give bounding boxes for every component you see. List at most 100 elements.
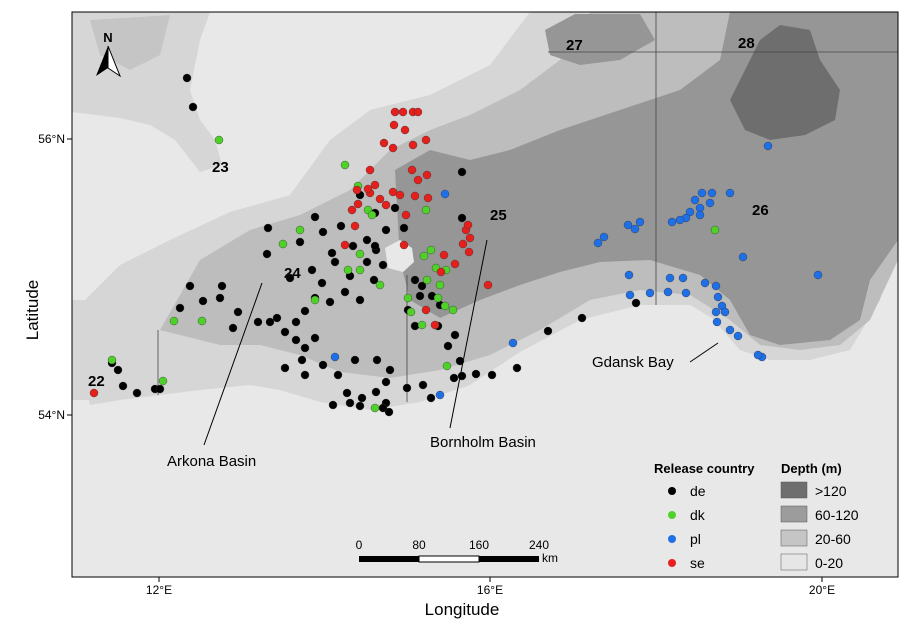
release-point-de [410,275,420,285]
release-point-de [317,278,327,288]
x-axis-label: Longitude [425,600,500,619]
release-point-de [631,298,641,308]
release-point-de [410,321,420,331]
release-point-dk [710,225,720,235]
release-point-se [463,220,473,230]
release-point-pl [678,273,688,283]
release-point-de [457,167,467,177]
release-point-pl [713,292,723,302]
release-point-dk [435,280,445,290]
release-point-se [375,194,385,204]
sea-baltic-deepest [730,25,840,140]
release-point-de [291,335,301,345]
release-point-de [399,223,409,233]
arkona-leader [203,282,263,446]
release-point-de [297,355,307,365]
subdivision-27: 27 [566,37,583,54]
release-point-de [188,102,198,112]
release-point-de [487,370,497,380]
release-point-de [300,343,310,353]
release-point-se [363,184,373,194]
release-point-dk [107,355,117,365]
release-point-se [89,388,99,398]
y-tick-54n: 54°N [38,408,65,422]
release-point-de [280,363,290,373]
release-point-de [350,355,360,365]
release-point-de [378,403,388,413]
release-point-de [381,225,391,235]
release-point-de [370,241,380,251]
legend-label-gt120: >120 [815,483,847,499]
release-point-dk [417,320,427,330]
release-point-de [357,393,367,403]
release-point-dk [448,305,458,315]
release-point-de [310,212,320,222]
release-point-de [449,373,459,383]
release-point-dk [343,265,353,275]
release-point-de [355,295,365,305]
release-point-se [401,210,411,220]
release-points [89,73,823,417]
legend-marker-de [668,487,676,495]
release-point-de [415,291,425,301]
release-point-pl [697,188,707,198]
release-point-se [483,280,493,290]
release-point-de [265,317,275,327]
release-point-dk [278,239,288,249]
release-point-de [372,355,382,365]
release-point-pl [675,215,685,225]
legend-swatch-0-20 [780,553,808,571]
release-point-pl [763,141,773,151]
y-axis-label: Latitude [23,280,42,341]
release-point-se [422,170,432,180]
release-point-se [439,250,449,260]
release-point-dk [197,316,207,326]
release-point-de [385,365,395,375]
release-point-se [398,107,408,117]
release-point-se [388,187,398,197]
legend-label-0-20: 0-20 [815,555,843,571]
release-point-se [370,180,380,190]
release-point-de [318,360,328,370]
legend-swatch-60-120 [780,505,808,523]
release-point-pl [440,189,450,199]
release-point-de [185,281,195,291]
scale-tick-240: 240 [529,538,549,552]
release-point-pl [593,238,603,248]
release-point-de [325,297,335,307]
release-point-de [381,377,391,387]
release-point-de [455,356,465,366]
sea-belt [72,300,150,400]
subdivision-22: 22 [88,373,105,390]
release-point-pl [753,350,763,360]
release-point-pl [695,210,705,220]
legend-marker-dk [668,511,676,519]
release-point-de [155,384,165,394]
release-point-pl [635,217,645,227]
release-point-dk [310,295,320,305]
release-point-dk [426,245,436,255]
release-point-dk [295,225,305,235]
subdivision-23: 23 [212,159,229,176]
release-point-pl [623,220,633,230]
legend-label-dk: dk [690,507,706,523]
legend-label-60-120: 60-120 [815,507,859,523]
release-point-dk [421,205,431,215]
release-point-de [426,393,436,403]
release-point-pl [711,307,721,317]
north-label: N [103,30,112,45]
release-point-de [390,203,400,213]
scale-tick-160: 160 [469,538,489,552]
legend-swatch-20-60 [780,529,808,547]
release-point-dk [370,403,380,413]
gdansk-bay-label: Gdansk Bay [592,354,674,371]
release-point-pl [700,278,710,288]
release-point-de [371,387,381,397]
release-point-de [182,73,192,83]
release-point-de [198,296,208,306]
release-point-dk [433,293,443,303]
release-point-se [421,305,431,315]
release-point-de [233,307,243,317]
release-point-de [457,213,467,223]
